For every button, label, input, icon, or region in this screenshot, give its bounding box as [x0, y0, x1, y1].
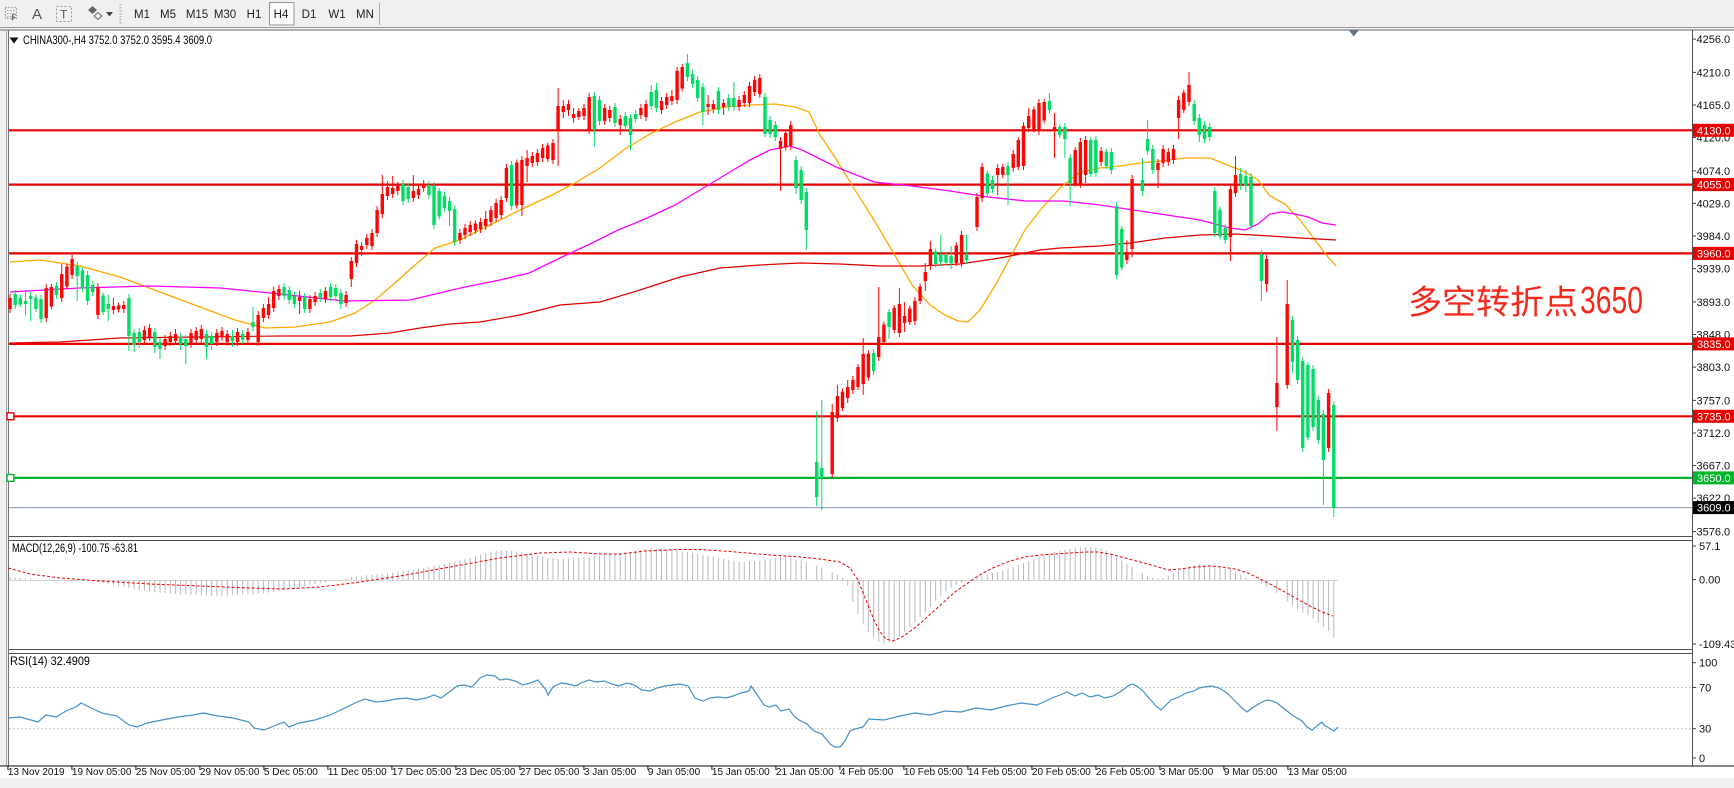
- svg-text:3835.0: 3835.0: [1697, 339, 1731, 351]
- svg-text:20 Feb 05:00: 20 Feb 05:00: [1032, 767, 1091, 778]
- svg-text:25 Nov 05:00: 25 Nov 05:00: [136, 767, 196, 778]
- svg-text:23 Dec 05:00: 23 Dec 05:00: [456, 767, 516, 778]
- svg-text:W1: W1: [328, 9, 345, 21]
- svg-text:RSI(14) 32.4909: RSI(14) 32.4909: [10, 656, 90, 668]
- svg-text:3650.0: 3650.0: [1697, 473, 1731, 485]
- svg-text:0: 0: [1699, 753, 1705, 765]
- svg-text:10 Feb 05:00: 10 Feb 05:00: [904, 767, 963, 778]
- svg-text:19 Nov 05:00: 19 Nov 05:00: [72, 767, 132, 778]
- svg-text:3939.0: 3939.0: [1697, 264, 1731, 276]
- svg-text:H4: H4: [274, 9, 289, 21]
- svg-text:M1: M1: [134, 9, 150, 21]
- svg-text:57.1: 57.1: [1699, 541, 1720, 553]
- svg-text:0.00: 0.00: [1699, 575, 1720, 587]
- svg-text:4130.0: 4130.0: [1697, 125, 1731, 137]
- svg-text:26 Feb 05:00: 26 Feb 05:00: [1096, 767, 1155, 778]
- svg-text:3650: 3650: [1580, 280, 1643, 322]
- svg-text:30: 30: [1699, 724, 1711, 736]
- svg-text:M30: M30: [214, 9, 236, 21]
- svg-text:3803.0: 3803.0: [1697, 362, 1731, 374]
- svg-text:27 Dec 05:00: 27 Dec 05:00: [520, 767, 580, 778]
- svg-text:M5: M5: [160, 9, 176, 21]
- svg-text:A: A: [32, 6, 42, 23]
- svg-text:14 Feb 05:00: 14 Feb 05:00: [968, 767, 1027, 778]
- svg-text:3609.0: 3609.0: [1697, 503, 1731, 515]
- svg-text:70: 70: [1699, 683, 1711, 695]
- svg-text:9 Mar 05:00: 9 Mar 05:00: [1224, 767, 1278, 778]
- svg-text:11 Dec 05:00: 11 Dec 05:00: [328, 767, 387, 778]
- svg-text:4256.0: 4256.0: [1697, 34, 1731, 46]
- svg-text:3 Mar 05:00: 3 Mar 05:00: [1160, 767, 1214, 778]
- svg-text:T: T: [60, 8, 68, 22]
- svg-text:4074.0: 4074.0: [1697, 166, 1731, 178]
- svg-text:13 Mar 05:00: 13 Mar 05:00: [1288, 767, 1347, 778]
- svg-text:4029.0: 4029.0: [1697, 198, 1731, 210]
- svg-text:D1: D1: [302, 9, 317, 21]
- svg-text:100: 100: [1699, 658, 1717, 670]
- svg-text:-109.43: -109.43: [1699, 639, 1734, 651]
- svg-text:3893.0: 3893.0: [1697, 297, 1731, 309]
- svg-text:MACD(12,26,9) -100.75 -63.81: MACD(12,26,9) -100.75 -63.81: [12, 543, 138, 555]
- svg-text:13 Nov 2019: 13 Nov 2019: [8, 767, 65, 778]
- svg-text:3984.0: 3984.0: [1697, 231, 1731, 243]
- svg-text:3735.0: 3735.0: [1697, 411, 1731, 423]
- svg-text:15 Jan 05:00: 15 Jan 05:00: [712, 767, 770, 778]
- svg-text:3 Jan 05:00: 3 Jan 05:00: [584, 767, 637, 778]
- svg-text:3960.0: 3960.0: [1697, 248, 1731, 260]
- svg-text:4210.0: 4210.0: [1697, 67, 1731, 79]
- svg-text:M15: M15: [186, 9, 208, 21]
- svg-text:3712.0: 3712.0: [1697, 428, 1731, 440]
- svg-text:4055.0: 4055.0: [1697, 180, 1731, 192]
- svg-text:21 Jan 05:00: 21 Jan 05:00: [776, 767, 834, 778]
- svg-text:MN: MN: [356, 9, 374, 21]
- svg-text:4 Feb 05:00: 4 Feb 05:00: [840, 767, 894, 778]
- svg-text:3757.0: 3757.0: [1697, 395, 1731, 407]
- svg-text:4165.0: 4165.0: [1697, 100, 1731, 112]
- svg-text:9 Jan 05:00: 9 Jan 05:00: [648, 767, 701, 778]
- svg-text:29 Nov 05:00: 29 Nov 05:00: [200, 767, 260, 778]
- svg-text:3667.0: 3667.0: [1697, 461, 1731, 473]
- svg-text:F: F: [12, 14, 17, 23]
- svg-text:H1: H1: [247, 9, 262, 21]
- svg-text:17 Dec 05:00: 17 Dec 05:00: [392, 767, 452, 778]
- svg-text:5 Dec 05:00: 5 Dec 05:00: [264, 767, 318, 778]
- svg-text:CHINA300-,H4 3752.0 3752.0 35: CHINA300-,H4 3752.0 3752.0 3595.4 3609.0: [23, 33, 212, 47]
- svg-text:3576.0: 3576.0: [1697, 527, 1731, 539]
